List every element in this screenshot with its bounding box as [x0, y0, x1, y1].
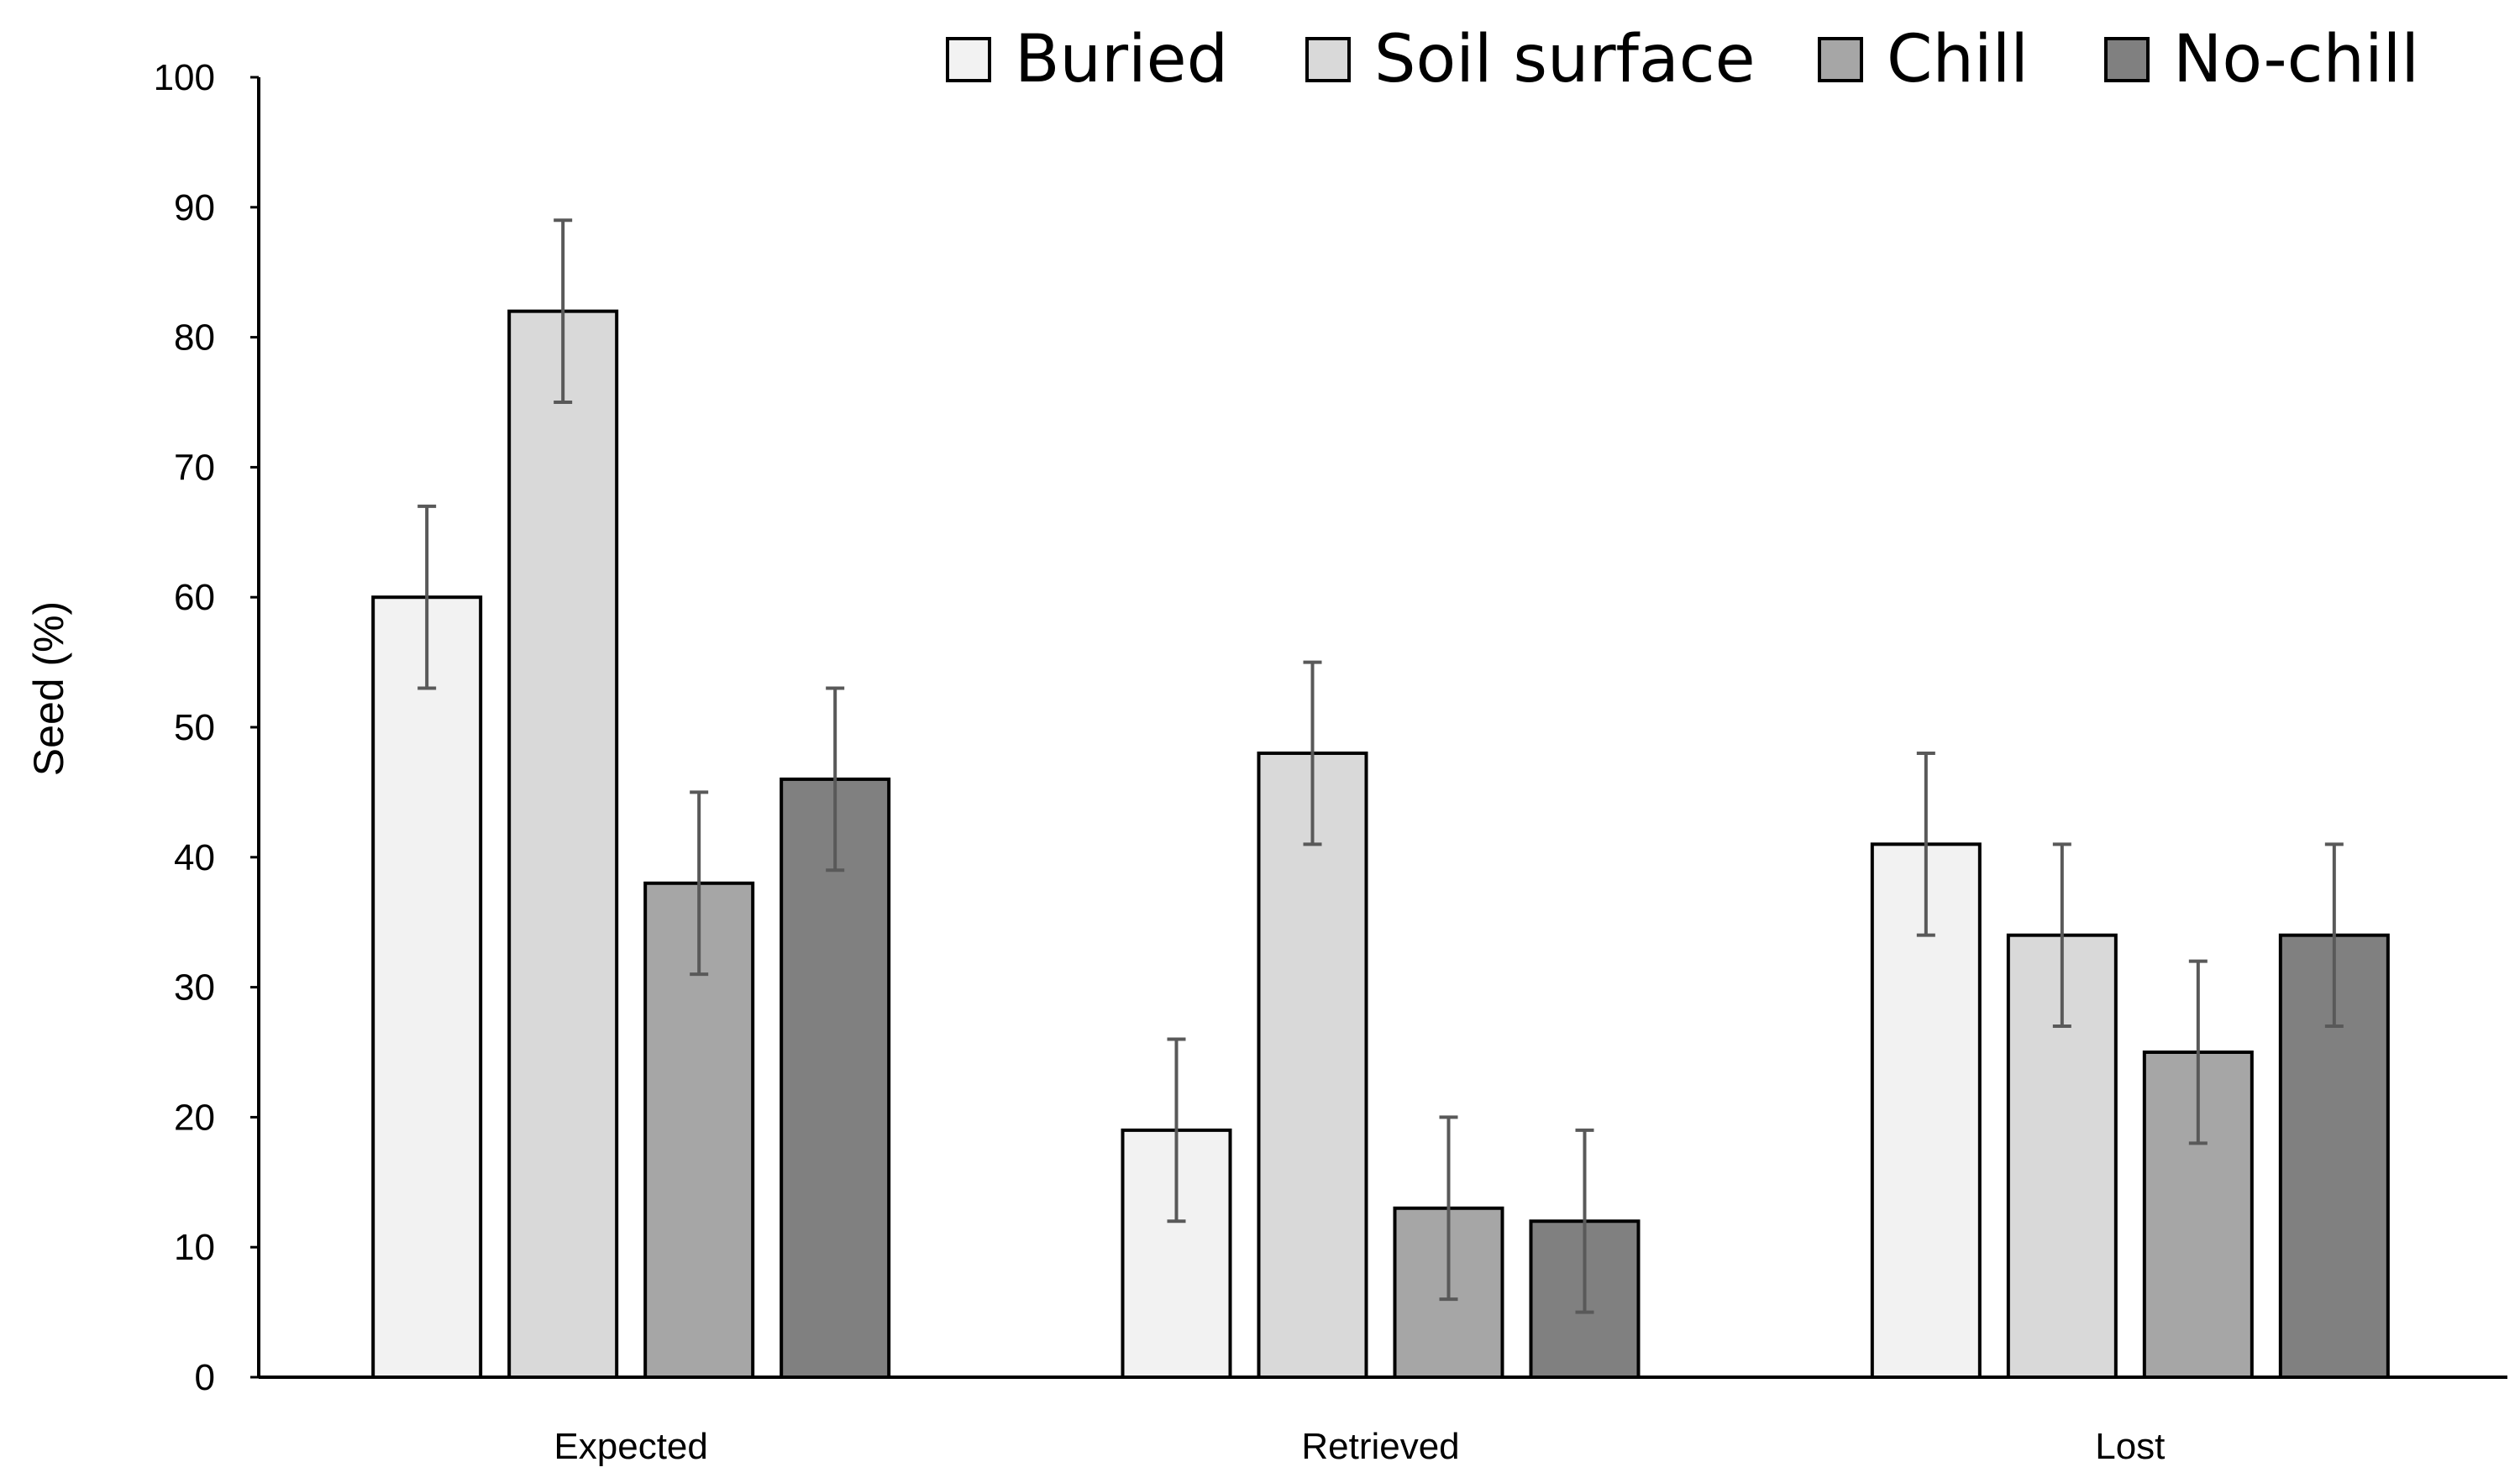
- error-bar: [1575, 1128, 1594, 1314]
- legend-swatch: [2104, 37, 2150, 82]
- error-bar: [1303, 660, 1322, 846]
- error-bar: [690, 790, 709, 977]
- error-bar: [826, 686, 845, 873]
- bars-layer: [371, 309, 2390, 1380]
- error-bar: [554, 218, 573, 404]
- bar-no-chill-expected: [780, 777, 891, 1379]
- y-tick-label: 60: [174, 577, 215, 618]
- legend: Buried Soil surface Chill No-chill: [946, 22, 2419, 97]
- error-bars-layer: [417, 218, 2344, 1314]
- legend-item-no-chill: No-chill: [2104, 22, 2419, 97]
- tick-labels-layer: 0 10 20 30 40 50 60 70 80 90 100 Expected Retrieved L…: [154, 57, 2166, 1467]
- legend-label: Soil surface: [1374, 22, 1756, 97]
- y-tick-label: 100: [154, 57, 215, 98]
- bar-soil-surface-retrieved: [1257, 751, 1368, 1379]
- legend-swatch: [1305, 37, 1351, 82]
- y-tick-label: 40: [174, 837, 215, 878]
- error-bar: [417, 504, 437, 690]
- legend-item-chill: Chill: [1818, 22, 2029, 97]
- x-category-label: Lost: [2095, 1426, 2165, 1467]
- y-tick-label: 30: [174, 967, 215, 1009]
- x-category-label: Retrieved: [1301, 1426, 1459, 1467]
- error-bar: [2188, 959, 2208, 1145]
- y-tick-label: 90: [174, 187, 215, 228]
- bar-soil-surface-expected: [507, 309, 619, 1379]
- y-tick-label: 50: [174, 707, 215, 748]
- y-tick-label: 10: [174, 1227, 215, 1268]
- legend-item-buried: Buried: [946, 22, 1228, 97]
- error-bar: [1167, 1037, 1186, 1224]
- legend-swatch: [946, 37, 991, 82]
- error-bar: [1439, 1115, 1458, 1302]
- error-bar: [2324, 842, 2344, 1029]
- y-tick-label: 20: [174, 1097, 215, 1138]
- legend-label: Chill: [1887, 22, 2029, 97]
- error-bar: [1916, 751, 1935, 937]
- y-tick-label: 80: [174, 317, 215, 359]
- legend-label: No-chill: [2173, 22, 2419, 97]
- legend-item-soil-surface: Soil surface: [1305, 22, 1756, 97]
- error-bar: [2052, 842, 2071, 1029]
- bar-buried-expected: [371, 595, 483, 1379]
- y-tick-label: 70: [174, 447, 215, 488]
- axes-layer: [250, 76, 2507, 1379]
- y-axis-title: Seed (%): [25, 601, 72, 776]
- legend-label: Buried: [1015, 22, 1228, 97]
- legend-swatch: [1818, 37, 1863, 82]
- x-category-label: Expected: [554, 1426, 707, 1467]
- y-tick-label: 0: [195, 1357, 215, 1398]
